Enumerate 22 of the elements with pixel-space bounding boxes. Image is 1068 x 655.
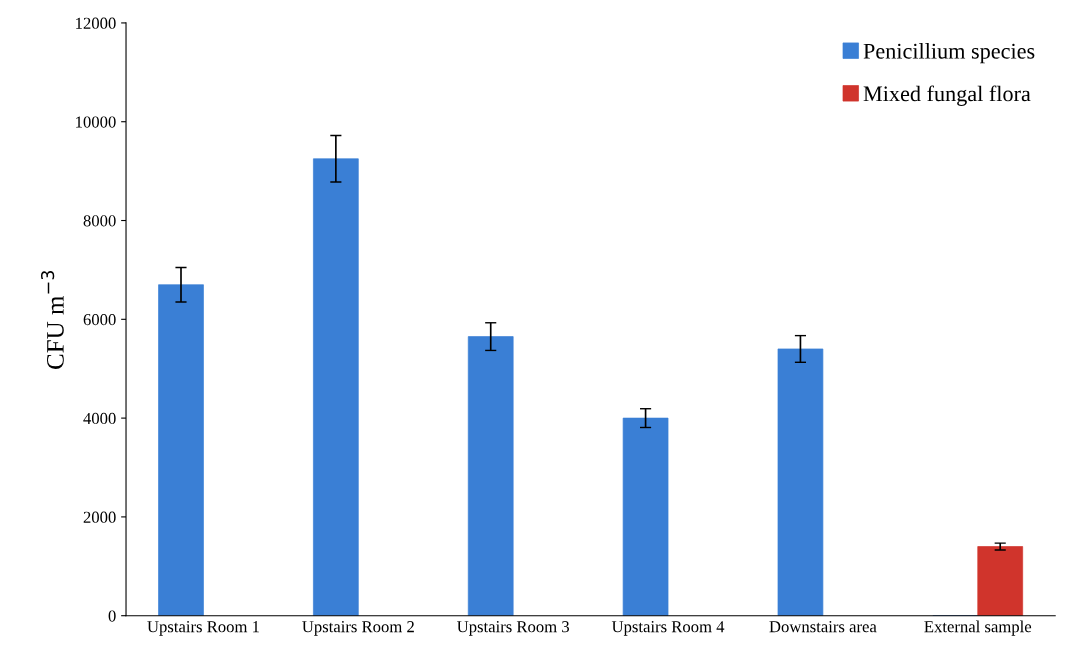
y-tick-label: 8000 [83,215,116,227]
y-tick-label: 10000 [76,116,116,128]
bar [467,336,514,616]
y-tick-label: 2000 [83,511,116,523]
x-tick-label: Upstairs Room 3 [457,621,569,636]
y-axis-title: CFU m$^{−3}$ [41,270,64,369]
x-tick-label: Upstairs Room 4 [611,621,725,636]
bar [158,284,204,616]
x-tick-label: Upstairs Room 1 [147,621,259,636]
y-tick-label: 6000 [83,314,116,326]
bar [777,348,824,616]
bar [977,546,1024,616]
x-tick-label: Upstairs Room 2 [302,621,414,636]
legend-label: Mixed fungal flora [863,85,1031,106]
y-tick-label: 0 [108,610,116,622]
x-tick-label: External sample [924,620,1032,636]
bar [622,417,669,616]
y-tick-label: 12000 [76,17,116,29]
x-tick-label: Downstairs area [769,621,877,633]
y-tick-label: 4000 [83,412,116,425]
bar [313,158,359,616]
legend-label: Penicillium species [863,43,1035,64]
